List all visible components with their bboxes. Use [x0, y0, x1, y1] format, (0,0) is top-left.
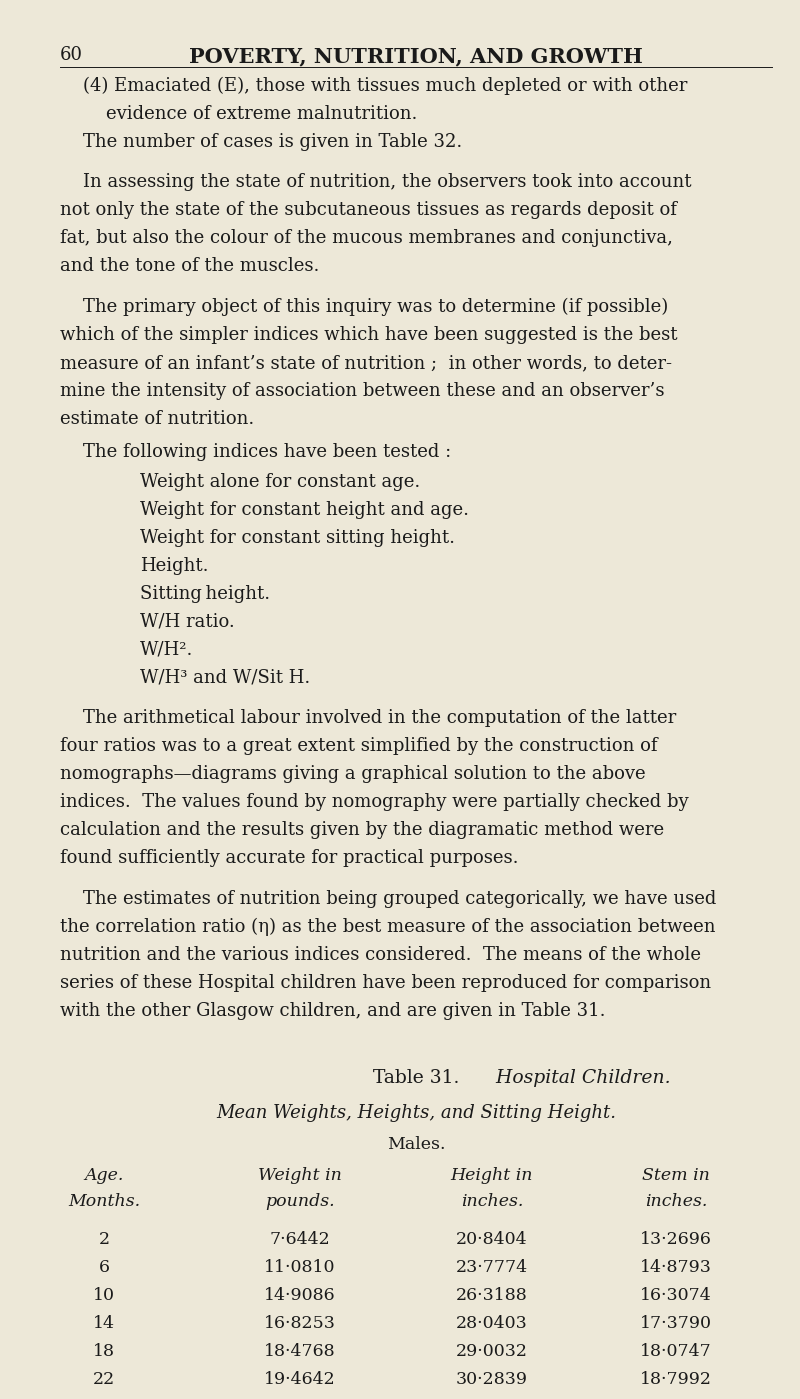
Text: mine the intensity of association between these and an observer’s: mine the intensity of association betwee… [60, 382, 665, 400]
Text: Months.: Months. [68, 1193, 140, 1210]
Text: The following indices have been tested :: The following indices have been tested : [60, 443, 451, 462]
Text: 6: 6 [98, 1259, 110, 1276]
Text: 17·3790: 17·3790 [640, 1315, 712, 1332]
Text: 13·2696: 13·2696 [640, 1231, 712, 1248]
Text: (4) Emaciated (E), those with tissues much depleted or with other: (4) Emaciated (E), those with tissues mu… [60, 77, 687, 95]
Text: nutrition and the various indices considered.  The means of the whole: nutrition and the various indices consid… [60, 946, 701, 964]
Text: Sitting height.: Sitting height. [140, 585, 270, 603]
Text: W/H ratio.: W/H ratio. [140, 613, 234, 631]
Text: measure of an infant’s state of nutrition ;  in other words, to deter-: measure of an infant’s state of nutritio… [60, 354, 672, 372]
Text: and the tone of the muscles.: and the tone of the muscles. [60, 257, 319, 276]
Text: 26·3188: 26·3188 [456, 1287, 528, 1304]
Text: POVERTY, NUTRITION, AND GROWTH: POVERTY, NUTRITION, AND GROWTH [189, 46, 643, 66]
Text: Weight in: Weight in [258, 1167, 342, 1185]
Text: Males.: Males. [386, 1136, 446, 1153]
Text: Height.: Height. [140, 557, 209, 575]
Text: 30·2839: 30·2839 [456, 1371, 528, 1388]
Text: 16·8253: 16·8253 [264, 1315, 336, 1332]
Text: not only the state of the subcutaneous tissues as regards deposit of: not only the state of the subcutaneous t… [60, 201, 677, 220]
Text: 18·0747: 18·0747 [640, 1343, 712, 1360]
Text: 18: 18 [93, 1343, 115, 1360]
Text: nomographs—diagrams giving a graphical solution to the above: nomographs—diagrams giving a graphical s… [60, 765, 646, 783]
Text: 2: 2 [98, 1231, 110, 1248]
Text: W/H².: W/H². [140, 641, 194, 659]
Text: calculation and the results given by the diagramatic method were: calculation and the results given by the… [60, 821, 664, 839]
Text: fat, but also the colour of the mucous membranes and conjunctiva,: fat, but also the colour of the mucous m… [60, 229, 673, 248]
Text: Mean Weights, Heights, and Sitting Height.: Mean Weights, Heights, and Sitting Heigh… [216, 1104, 616, 1122]
Text: 22: 22 [93, 1371, 115, 1388]
Text: Weight alone for constant age.: Weight alone for constant age. [140, 473, 420, 491]
Text: The arithmetical labour involved in the computation of the latter: The arithmetical labour involved in the … [60, 709, 676, 727]
Text: evidence of extreme malnutrition.: evidence of extreme malnutrition. [60, 105, 418, 123]
Text: 16·3074: 16·3074 [640, 1287, 712, 1304]
Text: 23·7774: 23·7774 [456, 1259, 528, 1276]
Text: 29·0032: 29·0032 [456, 1343, 528, 1360]
Text: 10: 10 [93, 1287, 115, 1304]
Text: The estimates of nutrition being grouped categorically, we have used: The estimates of nutrition being grouped… [60, 890, 716, 908]
Text: The number of cases is given in Table 32.: The number of cases is given in Table 32… [60, 133, 462, 151]
Text: In assessing the state of nutrition, the observers took into account: In assessing the state of nutrition, the… [60, 173, 691, 192]
Text: inches.: inches. [461, 1193, 523, 1210]
Text: W/H³ and W/Sit H.: W/H³ and W/Sit H. [140, 669, 310, 687]
Text: 18·4768: 18·4768 [264, 1343, 336, 1360]
Text: Height in: Height in [450, 1167, 534, 1185]
Text: which of the simpler indices which have been suggested is the best: which of the simpler indices which have … [60, 326, 678, 344]
Text: Hospital Children.: Hospital Children. [484, 1069, 670, 1087]
Text: Stem in: Stem in [642, 1167, 710, 1185]
Text: 7·6442: 7·6442 [270, 1231, 330, 1248]
Text: 11·0810: 11·0810 [264, 1259, 336, 1276]
Text: estimate of nutrition.: estimate of nutrition. [60, 410, 254, 428]
Text: The primary object of this inquiry was to determine (if possible): The primary object of this inquiry was t… [60, 298, 668, 316]
Text: inches.: inches. [645, 1193, 707, 1210]
Text: Age.: Age. [84, 1167, 124, 1185]
Text: four ratios was to a great extent simplified by the construction of: four ratios was to a great extent simpli… [60, 737, 658, 755]
Text: 18·7992: 18·7992 [640, 1371, 712, 1388]
Text: pounds.: pounds. [265, 1193, 335, 1210]
Text: 20·8404: 20·8404 [456, 1231, 528, 1248]
Text: Table 31.: Table 31. [373, 1069, 459, 1087]
Text: 14·8793: 14·8793 [640, 1259, 712, 1276]
Text: Weight for constant sitting height.: Weight for constant sitting height. [140, 529, 455, 547]
Text: the correlation ratio (η) as the best measure of the association between: the correlation ratio (η) as the best me… [60, 918, 715, 936]
Text: 19·4642: 19·4642 [264, 1371, 336, 1388]
Text: found sufficiently accurate for practical purposes.: found sufficiently accurate for practica… [60, 849, 518, 867]
Text: 14·9086: 14·9086 [264, 1287, 336, 1304]
Text: 60: 60 [60, 46, 83, 64]
Text: indices.  The values found by nomography were partially checked by: indices. The values found by nomography … [60, 793, 689, 811]
Text: series of these Hospital children have been reproduced for comparison: series of these Hospital children have b… [60, 974, 711, 992]
Text: with the other Glasgow children, and are given in Table 31.: with the other Glasgow children, and are… [60, 1002, 606, 1020]
Text: Weight for constant height and age.: Weight for constant height and age. [140, 501, 469, 519]
Text: 14: 14 [93, 1315, 115, 1332]
Text: 28·0403: 28·0403 [456, 1315, 528, 1332]
